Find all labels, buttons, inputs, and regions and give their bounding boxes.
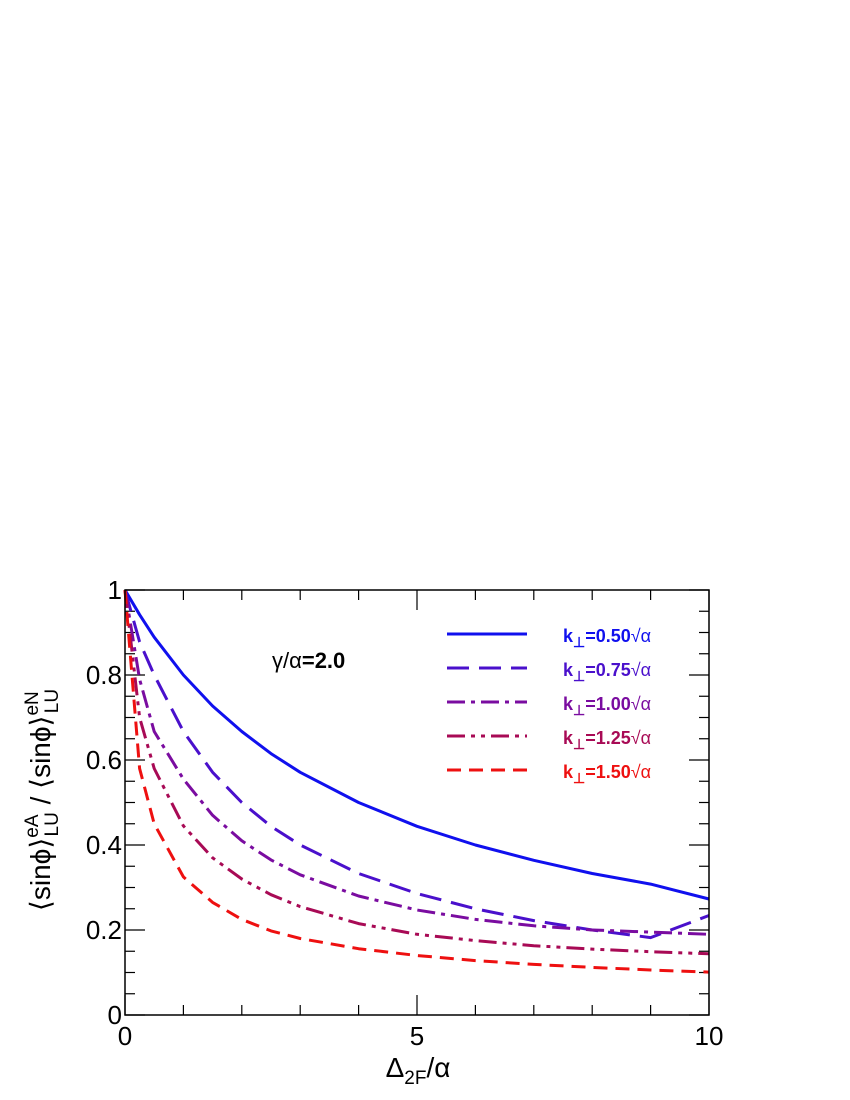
series-line-5 — [123, 589, 710, 974]
annotation-prefix: γ/α — [272, 648, 302, 673]
x-axis-title: Δ2F/α — [386, 1052, 451, 1089]
legend-label-3: k⊥=1.00√α — [563, 694, 651, 718]
y-tick-label: 0.6 — [86, 745, 122, 775]
y-title-den-sub: LU — [42, 689, 63, 713]
y-title-num-sup: eA — [22, 814, 43, 838]
legend: k⊥=0.50√α k⊥=0.75√α k⊥=1.00√α k⊥=1.25√α k⊥=1… — [447, 626, 651, 786]
x-tick-label: 0 — [118, 1021, 132, 1051]
series-line-2 — [123, 589, 710, 940]
plot-frame — [124, 589, 710, 1016]
legend-label-4: k⊥=1.25√α — [563, 728, 651, 752]
legend-label-5: k⊥=1.50√α — [563, 762, 651, 786]
x-tick-label: 10 — [695, 1021, 724, 1051]
annotation: γ/α=2.0 — [272, 648, 345, 673]
x-tick-label: 5 — [410, 1021, 424, 1051]
y-title-den-sup: eN — [22, 691, 43, 715]
y-axis-title: ⟨sinϕ⟩eALU / ⟨sinϕ⟩eNLU — [22, 689, 63, 911]
legend-label-1: k⊥=0.50√α — [563, 626, 651, 650]
annotation-value: =2.0 — [302, 648, 345, 673]
y-title-num-sub: LU — [42, 812, 63, 836]
series-line-1 — [123, 589, 710, 901]
x-axis-title-main: Δ — [386, 1052, 405, 1083]
y-tick-label: 0.4 — [86, 830, 122, 860]
x-axis-title-sub: 2F — [404, 1068, 426, 1089]
series-line-4 — [123, 589, 710, 956]
y-title-slash: / — [25, 789, 56, 812]
y-tick-label: 0 — [108, 1000, 122, 1030]
y-title-num-main: ⟨sinϕ⟩ — [25, 838, 56, 911]
y-title-den-main: ⟨sinϕ⟩ — [25, 716, 56, 789]
x-axis-title-rest: /α — [426, 1052, 450, 1083]
series-line-3 — [123, 589, 710, 936]
tick-labels: 0 5 10 0 0.2 0.4 0.6 0.8 1 — [86, 575, 724, 1051]
series-layer — [123, 589, 710, 974]
y-tick-label: 0.2 — [86, 915, 122, 945]
y-tick-label: 1 — [108, 575, 122, 605]
y-tick-label: 0.8 — [86, 660, 122, 690]
legend-label-2: k⊥=0.75√α — [563, 660, 651, 684]
